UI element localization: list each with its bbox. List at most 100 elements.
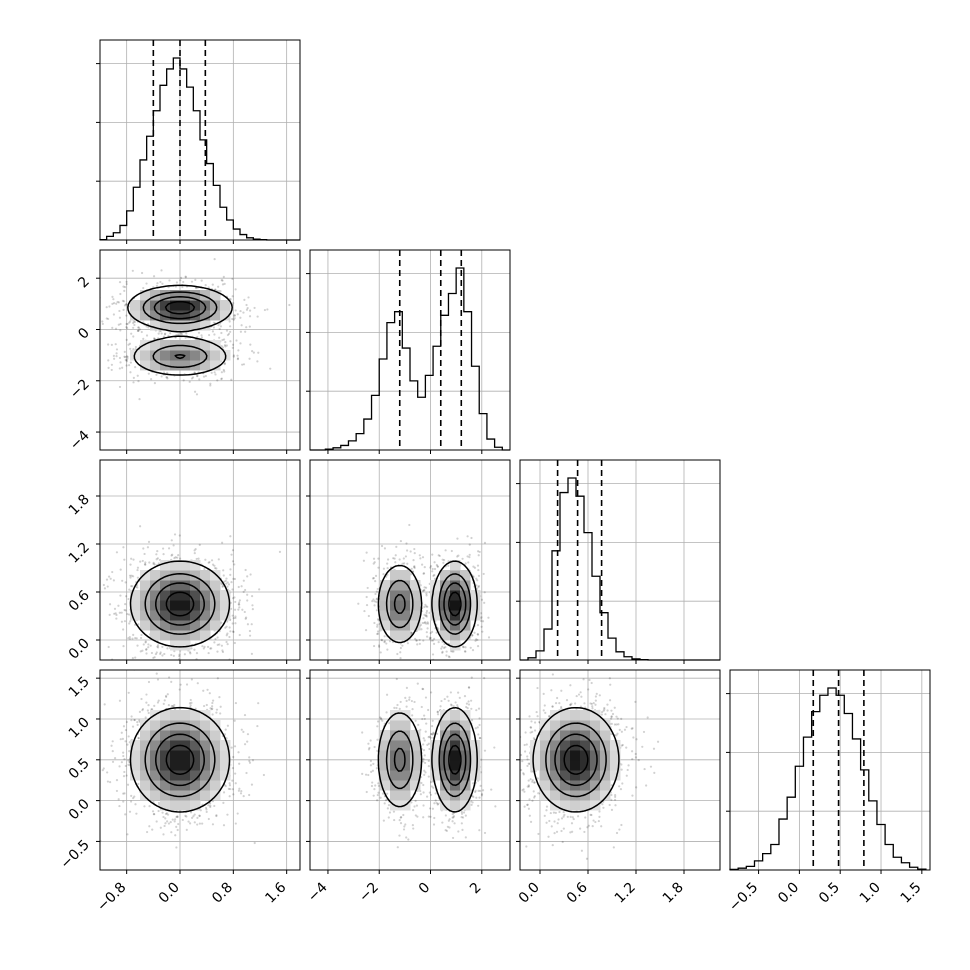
scatter-point bbox=[128, 810, 132, 813]
scatter-point bbox=[242, 311, 245, 314]
scatter-point bbox=[122, 751, 125, 754]
density-cell bbox=[390, 630, 401, 641]
scatter-point bbox=[156, 646, 160, 649]
scatter-point bbox=[132, 558, 135, 561]
scatter-point bbox=[482, 572, 485, 576]
scatter-point bbox=[165, 376, 169, 379]
scatter-point bbox=[592, 819, 595, 822]
y-tick-label: 1.0 bbox=[66, 714, 93, 741]
density-cell bbox=[190, 780, 201, 791]
scatter-point bbox=[377, 566, 380, 569]
scatter-point bbox=[405, 686, 408, 689]
scatter-point bbox=[127, 735, 130, 738]
scatter-point bbox=[136, 723, 139, 726]
scatter-point bbox=[139, 525, 142, 528]
density-cell bbox=[170, 760, 181, 771]
scatter-point bbox=[224, 728, 227, 731]
scatter-point bbox=[643, 767, 646, 771]
density-cell bbox=[210, 360, 221, 371]
scatter-point bbox=[155, 672, 158, 675]
panel-hist-p1 bbox=[306, 249, 511, 454]
scatter-point bbox=[179, 557, 182, 560]
scatter-point bbox=[425, 614, 428, 617]
scatter-point bbox=[200, 279, 203, 282]
scatter-point bbox=[111, 570, 114, 574]
scatter-point bbox=[246, 599, 249, 602]
scatter-point bbox=[376, 793, 379, 797]
scatter-point bbox=[123, 355, 126, 358]
scatter-point bbox=[170, 653, 173, 657]
scatter-point bbox=[423, 605, 426, 609]
scatter-point bbox=[129, 371, 132, 374]
scatter-point bbox=[533, 795, 536, 798]
density-cell bbox=[140, 790, 151, 801]
density-cell bbox=[170, 800, 181, 811]
y-tick-label: 2 bbox=[75, 274, 93, 292]
scatter-point bbox=[653, 771, 656, 774]
scatter-point bbox=[410, 632, 413, 635]
density-cell bbox=[160, 790, 171, 801]
scatter-point bbox=[396, 703, 399, 707]
scatter-point bbox=[460, 822, 463, 825]
scatter-point bbox=[461, 828, 464, 832]
scatter-point bbox=[430, 639, 433, 642]
scatter-point bbox=[422, 783, 425, 787]
scatter-point bbox=[585, 857, 589, 860]
scatter-point bbox=[517, 766, 519, 768]
scatter-point bbox=[232, 577, 235, 580]
scatter-point bbox=[136, 644, 139, 647]
scatter-point bbox=[511, 749, 513, 751]
density-cell bbox=[180, 640, 191, 651]
scatter-point bbox=[161, 645, 164, 648]
scatter-point bbox=[413, 566, 416, 569]
scatter-point bbox=[138, 710, 141, 713]
scatter-point bbox=[142, 643, 145, 646]
density-cell bbox=[210, 780, 221, 791]
scatter-point bbox=[134, 366, 137, 369]
scatter-point bbox=[262, 773, 266, 777]
scatter-point bbox=[403, 825, 406, 828]
scatter-point bbox=[190, 280, 194, 283]
density-cell bbox=[130, 750, 141, 761]
scatter-point bbox=[231, 343, 235, 346]
scatter-point bbox=[119, 292, 122, 296]
scatter-point bbox=[135, 637, 138, 640]
scatter-point bbox=[402, 813, 405, 817]
scatter-point bbox=[249, 573, 252, 576]
scatter-point bbox=[232, 630, 235, 634]
scatter-point bbox=[420, 781, 423, 785]
scatter-point bbox=[226, 620, 229, 623]
scatter-point bbox=[221, 338, 224, 342]
scatter-point bbox=[226, 643, 229, 646]
scatter-point bbox=[474, 639, 477, 642]
scatter-point bbox=[550, 689, 553, 692]
scatter-point bbox=[387, 816, 390, 819]
scatter-point bbox=[477, 804, 480, 807]
scatter-point bbox=[130, 719, 133, 722]
scatter-point bbox=[630, 727, 633, 730]
scatter-point bbox=[426, 627, 429, 630]
scatter-point bbox=[222, 569, 225, 572]
scatter-point bbox=[130, 557, 133, 560]
scatter-point bbox=[470, 803, 473, 806]
scatter-point bbox=[225, 625, 228, 628]
scatter-point bbox=[431, 653, 435, 656]
panel-frame bbox=[99, 39, 301, 241]
scatter-point bbox=[230, 581, 233, 584]
scatter-point bbox=[480, 793, 484, 796]
scatter-point bbox=[620, 763, 623, 766]
contour-level bbox=[144, 722, 216, 798]
scatter-point bbox=[201, 822, 204, 825]
scatter-point bbox=[436, 565, 439, 568]
scatter-point bbox=[208, 802, 212, 805]
scatter-point bbox=[226, 632, 229, 635]
scatter-point bbox=[448, 670, 450, 672]
scatter-point bbox=[589, 702, 592, 705]
scatter-point bbox=[145, 648, 148, 651]
scatter-point bbox=[536, 715, 539, 718]
scatter-point bbox=[190, 647, 193, 650]
scatter-point bbox=[269, 367, 272, 370]
scatter-point bbox=[526, 803, 529, 806]
scatter-point bbox=[122, 628, 125, 631]
y-tick-label: 1.2 bbox=[66, 540, 93, 567]
